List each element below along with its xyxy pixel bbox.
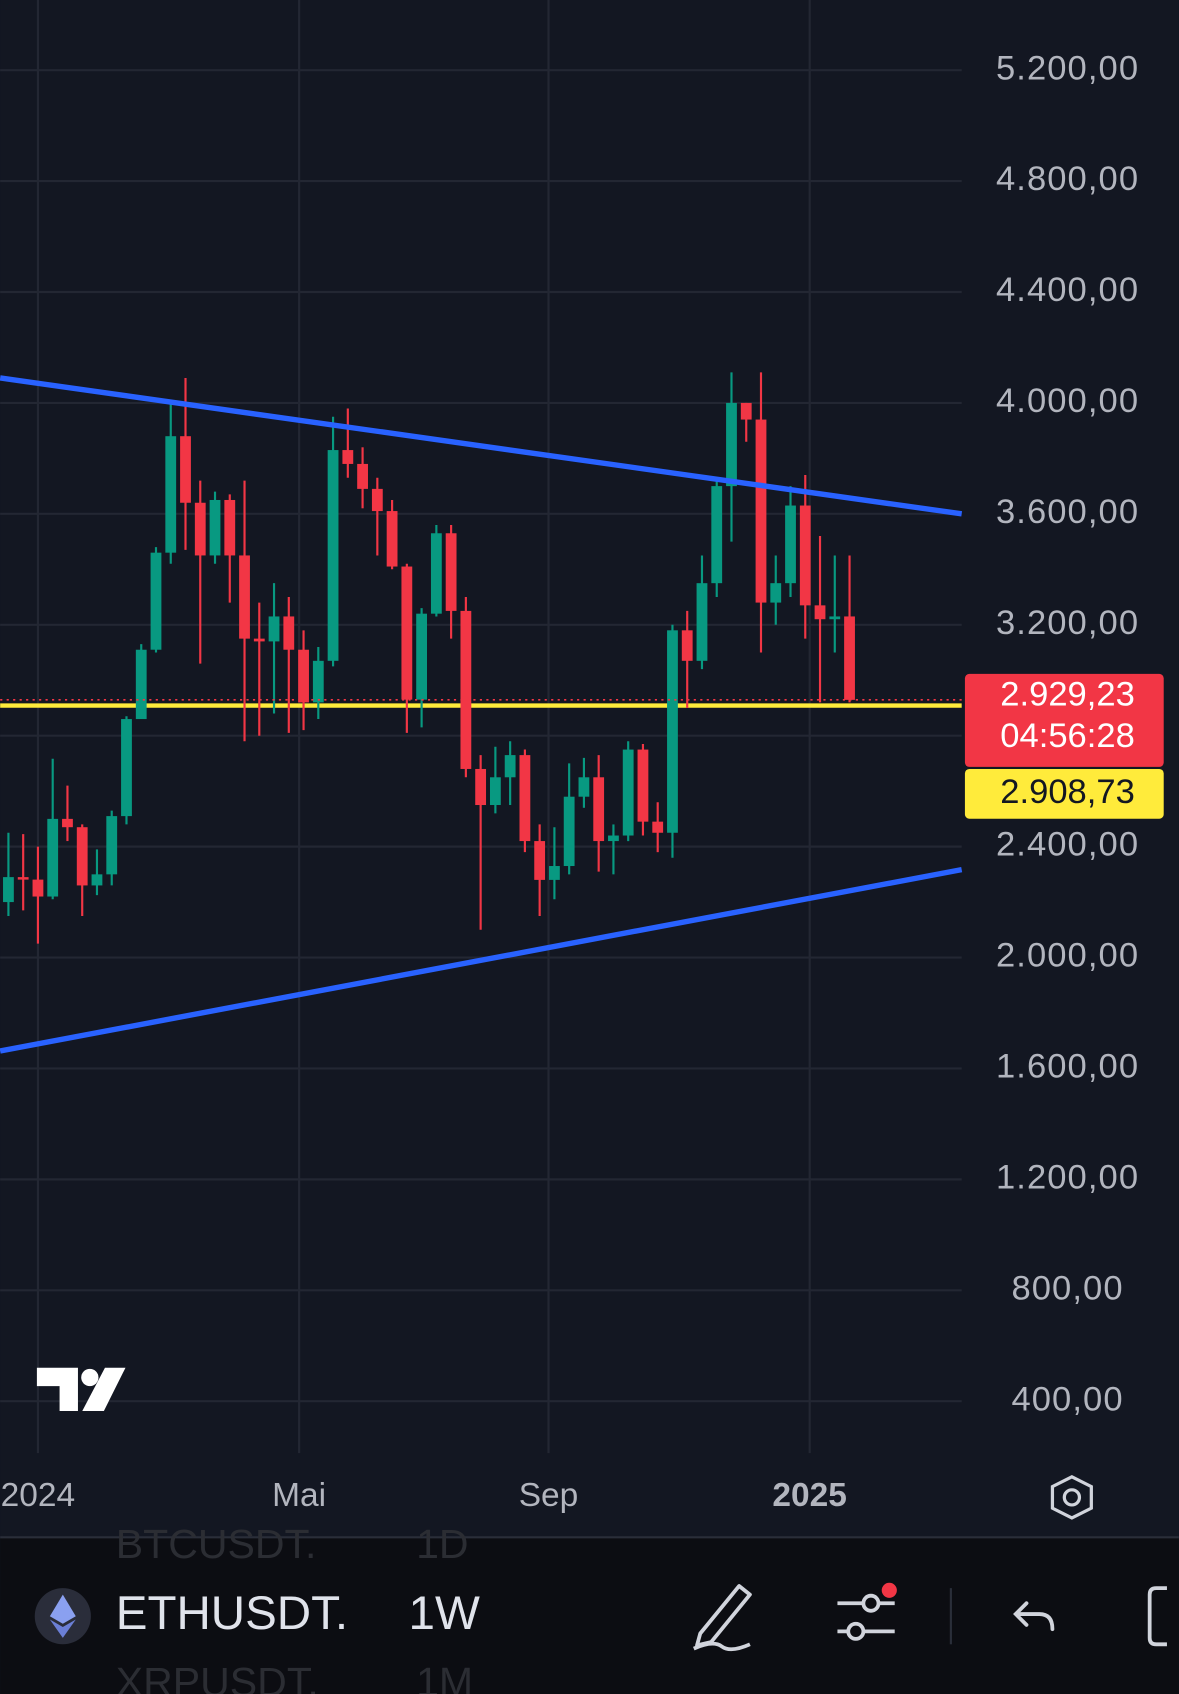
last-price-label: 2.929,23: [1000, 676, 1135, 714]
candle-body: [681, 630, 693, 661]
candle-body: [62, 818, 73, 828]
candle-body: [3, 877, 14, 903]
y-tick-label: 1.600,00: [996, 1048, 1139, 1086]
candle-body: [47, 818, 59, 897]
settings-button[interactable]: [1050, 1475, 1093, 1520]
y-tick-label: 5.200,00: [996, 49, 1139, 87]
y-tick-label: 400,00: [1011, 1380, 1123, 1418]
candle-body: [76, 827, 88, 886]
candle-body: [667, 630, 678, 833]
candle-body: [652, 821, 664, 833]
candle-body: [637, 749, 649, 822]
candle-body: [814, 605, 826, 620]
x-tick-label: Mai: [272, 1477, 326, 1514]
candle-body: [253, 638, 265, 642]
watch-interval: 1M: [416, 1659, 473, 1694]
trendline: [0, 375, 963, 517]
candle-body: [755, 419, 767, 603]
candle-body: [563, 796, 575, 867]
candle-body: [357, 463, 368, 489]
candle-body: [844, 616, 855, 700]
x-tick-label: 2024: [1, 1477, 76, 1514]
candle-body: [194, 502, 206, 556]
candle-body: [91, 874, 103, 886]
candle-body: [312, 660, 324, 703]
y-tick-label: 3.600,00: [996, 493, 1139, 531]
y-tick-label: 2.400,00: [996, 826, 1139, 864]
candle-body: [32, 879, 44, 897]
candle-body: [430, 533, 442, 614]
logo: [36, 1367, 126, 1411]
candle-body: [17, 877, 29, 880]
candle-body: [150, 552, 162, 650]
candle-body: [209, 499, 221, 556]
candle-body: [371, 488, 383, 512]
countdown-label: 04:56:28: [1000, 717, 1135, 755]
candle-body: [268, 616, 280, 642]
candle-body: [224, 499, 236, 556]
y-tick-label: 4.400,00: [996, 271, 1139, 309]
candle-body: [106, 816, 118, 875]
y-tick-label: 4.000,00: [996, 382, 1139, 420]
candle-body: [696, 583, 708, 661]
toolbar: [0, 1537, 1179, 1694]
candle-body: [726, 402, 737, 487]
last-price-badge: [964, 673, 1164, 767]
candle-body: [165, 436, 177, 553]
candle-body: [770, 583, 782, 603]
candle-body: [504, 755, 516, 778]
indicators-button[interactable]: [837, 1582, 897, 1641]
candle-body: [519, 755, 531, 842]
draw-button[interactable]: [692, 1584, 752, 1652]
horizontal-line-label: 2.908,73: [1000, 773, 1135, 811]
y-tick-label: 3.200,00: [996, 604, 1139, 642]
candle-body: [298, 649, 309, 703]
candle-body: [121, 719, 132, 817]
fullscreen-button[interactable]: [1147, 1586, 1167, 1647]
x-tick-label: Sep: [519, 1477, 579, 1514]
candle-body: [460, 610, 472, 769]
candle-body: [534, 841, 546, 880]
candle-body: [239, 555, 250, 639]
trendline: [0, 866, 963, 1054]
candle-body: [342, 450, 354, 464]
candle-body: [386, 511, 398, 567]
candle-body: [489, 777, 501, 806]
watch-symbol: XRPUSDT.: [116, 1659, 319, 1694]
candle-body: [799, 505, 811, 606]
candle-body: [475, 768, 487, 806]
candle-body: [593, 777, 605, 842]
candle-body: [416, 613, 428, 700]
interval[interactable]: 1W: [409, 1587, 480, 1640]
plot-area: [0, 372, 963, 1054]
watch-interval: 1D: [416, 1521, 468, 1567]
y-tick-label: 2.000,00: [996, 937, 1139, 975]
candle-body: [327, 450, 339, 661]
candle-body: [785, 505, 796, 584]
watch-symbol: BTCUSDT.: [116, 1521, 317, 1567]
candle-body: [445, 533, 457, 611]
candle-body: [549, 866, 560, 880]
symbol[interactable]: ETHUSDT.: [116, 1587, 348, 1640]
candle-body: [135, 649, 147, 720]
candle-body: [711, 486, 723, 584]
candle-body: [401, 566, 413, 700]
y-tick-label: 1.200,00: [996, 1159, 1139, 1197]
y-tick-label: 800,00: [1011, 1269, 1123, 1307]
undo-button[interactable]: [1013, 1601, 1055, 1632]
horizontal-line-badge: [964, 768, 1164, 819]
candle-body: [740, 402, 752, 420]
candle-body: [578, 777, 590, 797]
candle-body: [608, 835, 619, 842]
candle-body: [283, 616, 295, 650]
candle-body: [829, 616, 841, 620]
symbol-icon: [34, 1588, 91, 1645]
x-tick-label: 2025: [772, 1477, 847, 1514]
candle-body: [180, 436, 191, 503]
y-tick-label: 4.800,00: [996, 160, 1139, 198]
candle-body: [622, 749, 634, 836]
